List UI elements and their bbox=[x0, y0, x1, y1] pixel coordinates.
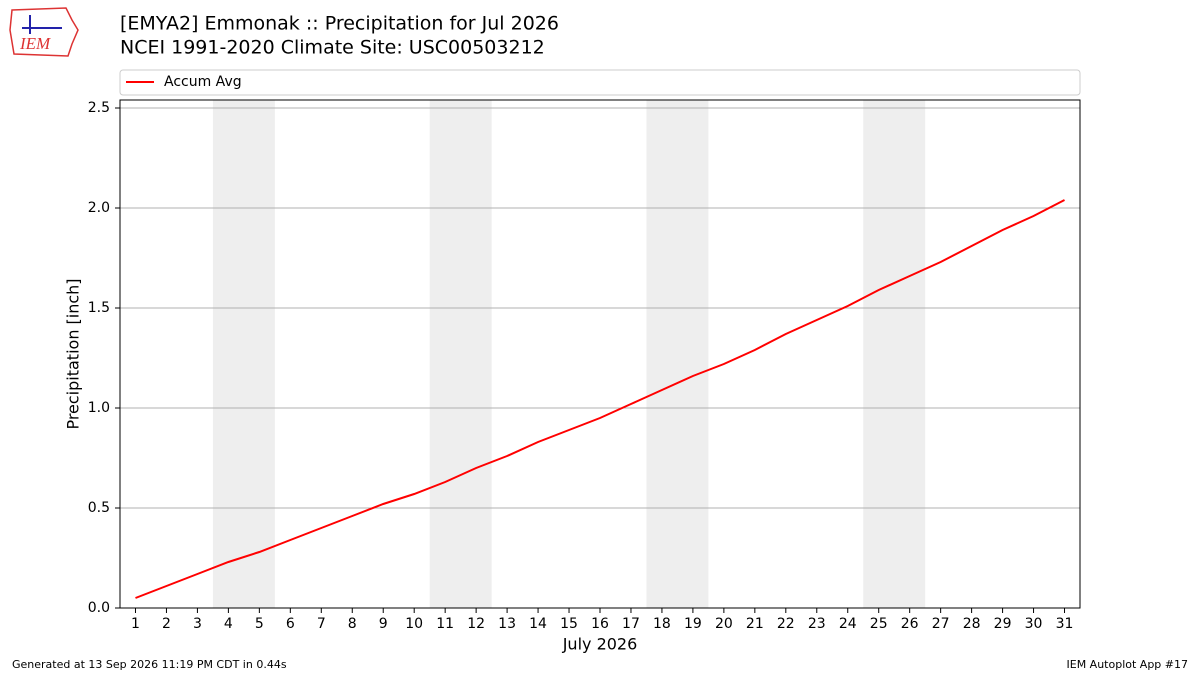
x-tick-label: 2 bbox=[162, 616, 171, 632]
x-tick-label: 7 bbox=[317, 616, 326, 632]
x-tick-label: 30 bbox=[1025, 616, 1043, 632]
x-tick-label: 31 bbox=[1056, 616, 1074, 632]
x-tick-label: 22 bbox=[777, 616, 795, 632]
footer-left: Generated at 13 Sep 2026 11:19 PM CDT in… bbox=[12, 658, 287, 671]
x-tick-label: 19 bbox=[684, 616, 702, 632]
chart-title: [EMYA2] Emmonak :: Precipitation for Jul… bbox=[120, 13, 559, 35]
logo: IEM bbox=[9, 7, 79, 57]
x-tick-label: 24 bbox=[839, 616, 857, 632]
x-tick-label: 26 bbox=[901, 616, 919, 632]
x-tick-label: 9 bbox=[379, 616, 388, 632]
y-tick-label: 0.0 bbox=[88, 600, 110, 616]
x-tick-label: 28 bbox=[963, 616, 981, 632]
x-tick-label: 5 bbox=[255, 616, 264, 632]
x-tick-label: 17 bbox=[622, 616, 640, 632]
logo-text: IEM bbox=[19, 34, 51, 53]
x-tick-label: 15 bbox=[560, 616, 578, 632]
weekend-span bbox=[429, 100, 492, 608]
x-tick-label: 1 bbox=[131, 616, 140, 632]
weekend-span bbox=[646, 100, 709, 608]
x-tick-label: 13 bbox=[498, 616, 516, 632]
x-tick-label: 27 bbox=[932, 616, 950, 632]
footer-right: IEM Autoplot App #17 bbox=[1067, 658, 1189, 671]
x-tick-label: 21 bbox=[746, 616, 764, 632]
y-tick-label: 2.0 bbox=[88, 200, 110, 216]
y-tick-label: 2.5 bbox=[88, 100, 110, 116]
y-tick-label: 1.5 bbox=[88, 300, 110, 316]
chart-subtitle: NCEI 1991-2020 Climate Site: USC00503212 bbox=[120, 37, 545, 59]
x-tick-label: 16 bbox=[591, 616, 609, 632]
x-tick-label: 11 bbox=[436, 616, 454, 632]
series-line bbox=[135, 199, 1065, 599]
x-tick-label: 25 bbox=[870, 616, 888, 632]
x-tick-label: 3 bbox=[193, 616, 202, 632]
x-tick-label: 29 bbox=[994, 616, 1012, 632]
y-axis-label: Precipitation [inch] bbox=[64, 278, 83, 429]
x-tick-label: 8 bbox=[348, 616, 357, 632]
plot-frame bbox=[119, 99, 1081, 609]
x-tick-label: 6 bbox=[286, 616, 295, 632]
weekend-span bbox=[863, 100, 926, 608]
logo-outline bbox=[9, 7, 79, 57]
x-tick-label: 4 bbox=[224, 616, 233, 632]
x-axis-label: July 2026 bbox=[562, 635, 638, 654]
legend-label: Accum Avg bbox=[164, 74, 242, 90]
weekend-span bbox=[212, 100, 275, 608]
y-tick-label: 0.5 bbox=[88, 500, 110, 516]
legend-box bbox=[119, 69, 1081, 96]
x-tick-label: 14 bbox=[529, 616, 547, 632]
x-tick-label: 20 bbox=[715, 616, 733, 632]
x-tick-label: 18 bbox=[653, 616, 671, 632]
x-tick-label: 23 bbox=[808, 616, 826, 632]
y-tick-label: 1.0 bbox=[88, 400, 110, 416]
x-tick-label: 12 bbox=[467, 616, 485, 632]
x-tick-label: 10 bbox=[405, 616, 423, 632]
